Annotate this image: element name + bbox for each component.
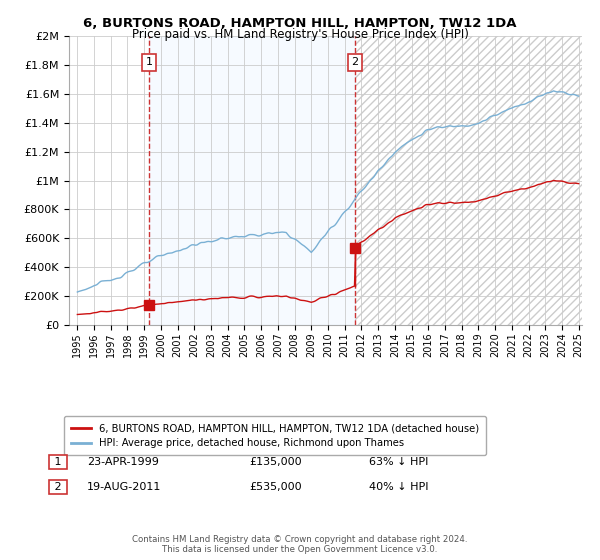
Text: 2: 2 bbox=[51, 482, 65, 492]
Bar bbox=[149, 36, 355, 325]
Text: 23-APR-1999: 23-APR-1999 bbox=[87, 457, 159, 467]
Text: Contains HM Land Registry data © Crown copyright and database right 2024.
This d: Contains HM Land Registry data © Crown c… bbox=[132, 535, 468, 554]
Text: 1: 1 bbox=[51, 457, 65, 467]
Text: 63% ↓ HPI: 63% ↓ HPI bbox=[369, 457, 428, 467]
Text: 40% ↓ HPI: 40% ↓ HPI bbox=[369, 482, 428, 492]
Text: 6, BURTONS ROAD, HAMPTON HILL, HAMPTON, TW12 1DA: 6, BURTONS ROAD, HAMPTON HILL, HAMPTON, … bbox=[83, 17, 517, 30]
Text: £135,000: £135,000 bbox=[249, 457, 302, 467]
Bar bbox=[355, 36, 582, 325]
Text: £535,000: £535,000 bbox=[249, 482, 302, 492]
Text: 2: 2 bbox=[351, 57, 358, 67]
Text: 1: 1 bbox=[146, 57, 153, 67]
Text: 19-AUG-2011: 19-AUG-2011 bbox=[87, 482, 161, 492]
Bar bbox=[355, 36, 582, 325]
Legend: 6, BURTONS ROAD, HAMPTON HILL, HAMPTON, TW12 1DA (detached house), HPI: Average : 6, BURTONS ROAD, HAMPTON HILL, HAMPTON, … bbox=[64, 416, 486, 455]
Text: Price paid vs. HM Land Registry's House Price Index (HPI): Price paid vs. HM Land Registry's House … bbox=[131, 28, 469, 41]
